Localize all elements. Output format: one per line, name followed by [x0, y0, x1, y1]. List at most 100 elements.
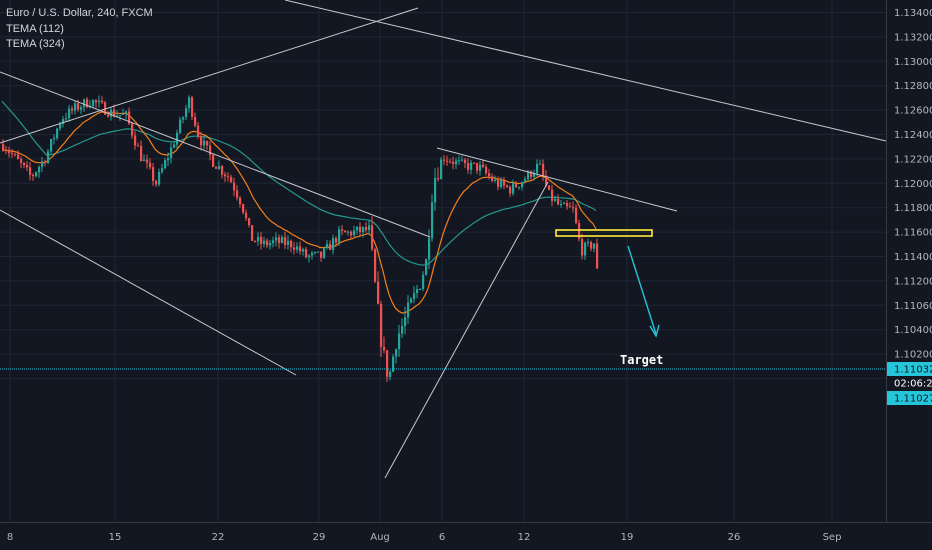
- candle-body: [68, 108, 71, 119]
- time-tick-label: 6: [439, 532, 445, 543]
- chart-legend: Euro / U.S. Dollar, 240, FXCM TEMA (112)…: [6, 6, 153, 53]
- candle-body: [77, 103, 80, 110]
- candle-body: [296, 246, 299, 250]
- candle-body: [518, 186, 521, 188]
- candle-body: [203, 140, 206, 146]
- price-tick-label: 1.12200: [894, 154, 932, 165]
- candle-body: [131, 123, 134, 136]
- candle-body: [587, 242, 590, 244]
- candle-body: [47, 151, 50, 164]
- price-tick-label: 1.10400: [894, 325, 932, 336]
- candle-body: [353, 230, 356, 236]
- candle-body: [368, 225, 371, 231]
- candle-body: [440, 159, 443, 180]
- candle-body: [404, 317, 407, 327]
- candle-body: [434, 178, 437, 203]
- candle-body: [431, 202, 434, 239]
- candle-body: [452, 161, 455, 165]
- symbol-title[interactable]: Euro / U.S. Dollar, 240, FXCM: [6, 7, 153, 19]
- candle-body: [242, 203, 245, 213]
- candle-body: [338, 229, 341, 243]
- candle-body: [62, 119, 65, 124]
- candle-body: [260, 236, 263, 245]
- candle-body: [80, 107, 83, 110]
- candle-body: [116, 115, 119, 117]
- candle-body: [386, 350, 389, 377]
- candle-body: [35, 172, 38, 176]
- candle-body: [254, 240, 257, 242]
- time-tick-label: 19: [621, 532, 634, 543]
- candle-body: [263, 240, 266, 245]
- candle-body: [41, 161, 44, 167]
- candle-body: [146, 159, 149, 163]
- candle-body: [44, 161, 47, 164]
- last-price-tag: 1.11032: [887, 362, 932, 376]
- candle-body: [422, 274, 425, 290]
- candle-body: [596, 243, 599, 269]
- time-axis[interactable]: 8 15 22 29 Aug 6 12 19 26 Sep: [0, 522, 932, 550]
- trendline-rising-support: [384, 181, 549, 479]
- candle-body: [251, 225, 254, 241]
- candle-body: [335, 238, 338, 243]
- time-tick-label: 22: [212, 532, 225, 543]
- candle-body: [179, 119, 182, 133]
- indicator-tema-112[interactable]: TEMA (112): [6, 22, 64, 35]
- time-tick-label: 8: [7, 532, 13, 543]
- candle-body: [152, 167, 155, 181]
- candle-body: [170, 147, 173, 159]
- candle-body: [14, 154, 17, 156]
- candle-body: [356, 226, 359, 231]
- candle-body: [557, 198, 560, 205]
- price-tick-label: 1.13000: [894, 57, 932, 68]
- candle-body: [470, 162, 473, 170]
- time-axis-bg: [0, 522, 932, 550]
- secondary-price-tag-bg: [887, 391, 932, 405]
- price-tick-label: 1.10200: [894, 350, 932, 361]
- candle-body: [155, 180, 158, 185]
- candle-body: [176, 132, 179, 145]
- price-tick-label: 1.11060: [894, 301, 932, 312]
- candle-body: [5, 150, 8, 152]
- candlesticks: [2, 95, 599, 382]
- candle-body: [305, 249, 308, 258]
- candle-body: [473, 162, 476, 164]
- candle-body: [266, 240, 269, 246]
- candle-body: [209, 145, 212, 155]
- candle-body: [164, 160, 167, 169]
- candle-body: [65, 118, 68, 120]
- candle-body: [407, 302, 410, 318]
- candle-body: [428, 238, 431, 260]
- candle-body: [182, 117, 185, 120]
- candle-body: [20, 159, 23, 163]
- candle-body: [113, 109, 116, 117]
- countdown-tag-text: 02:06:23: [894, 379, 932, 390]
- candle-body: [548, 185, 551, 190]
- price-axis[interactable]: 1.13400 1.13200 1.13000 1.12800 1.12600 1.124…: [886, 0, 932, 550]
- price-tick-label: 1.12400: [894, 130, 932, 141]
- candle-body: [491, 176, 494, 181]
- candle-body: [482, 164, 485, 167]
- candle-body: [11, 153, 14, 155]
- candle-body: [302, 249, 305, 252]
- candle-body: [110, 109, 113, 117]
- candle-body: [107, 114, 110, 117]
- candle-body: [272, 240, 275, 244]
- candle-body: [527, 171, 530, 180]
- indicator-tema-324[interactable]: TEMA (324): [6, 38, 65, 50]
- candle-body: [206, 140, 209, 146]
- time-tick-label: Sep: [823, 532, 842, 543]
- countdown-tag-bg: [887, 376, 932, 390]
- candle-body: [542, 163, 545, 176]
- candle-body: [530, 171, 533, 177]
- time-tick-label: 15: [109, 532, 122, 543]
- candle-body: [17, 154, 20, 160]
- candle-body: [413, 293, 416, 299]
- candle-body: [506, 185, 509, 187]
- price-tick-label: 1.11600: [894, 228, 932, 239]
- candle-body: [173, 144, 176, 148]
- candle-body: [149, 162, 152, 168]
- candle-body: [323, 248, 326, 258]
- candle-body: [341, 229, 344, 231]
- trendline-long-descending: [284, 0, 887, 142]
